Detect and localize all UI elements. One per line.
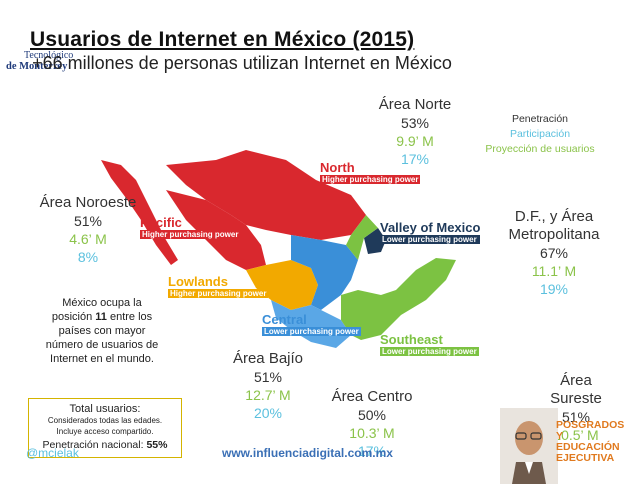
stat-area-bajio: Área Bajío 51% 12.7’ M 20% xyxy=(232,350,304,421)
map-region-north xyxy=(166,150,366,240)
ranking-note: México ocupa la posición 11 entre los pa… xyxy=(45,297,159,365)
totals-title: Total usuarios: xyxy=(69,403,141,415)
map-label-north: North Higher purchasing power xyxy=(320,160,421,184)
map-label-central: Central Lower purchasing power xyxy=(262,312,361,336)
stat-area-noroeste: Área Noroeste 51% 4.6’ M 8% xyxy=(39,194,137,265)
subtitle: +66 millones de personas utilizan Intern… xyxy=(32,53,452,73)
ranking-position: 11 xyxy=(95,311,107,323)
totals-penetration: Penetración nacional: 55% xyxy=(42,439,168,451)
presenter-photo xyxy=(500,408,558,484)
legend-penetration: Penetración xyxy=(511,113,569,125)
posgrados-badge: POSGRADOS Y EDUCACIÓN EJECUTIVA xyxy=(556,419,625,464)
map-label-valley: Valley of Mexico Lower purchasing power xyxy=(380,220,481,244)
legend-projection: Proyección de usuarios xyxy=(485,143,595,155)
map-region-central-south xyxy=(271,300,351,348)
stat-area-sureste: Área Sureste 51% 10.5’ M xyxy=(550,372,602,443)
map-region-valley xyxy=(364,228,386,254)
map-region-gulf xyxy=(346,215,378,260)
website-link[interactable]: www.influenciadigital.com.mx xyxy=(222,446,393,460)
map-region-lowlands xyxy=(246,260,318,310)
totals-detail1: Considerados todas las edades. xyxy=(47,416,163,425)
map-label-southeast: Southeast Lower purchasing power xyxy=(380,332,479,356)
stat-area-centro: Área Centro 50% 10.3’ M 17% xyxy=(331,388,413,459)
mexico-map xyxy=(101,150,456,348)
map-label-lowlands: Lowlands Higher purchasing power xyxy=(168,274,269,298)
map-region-southeast xyxy=(341,258,456,340)
map-label-pacific: Pacific Higher purchasing power xyxy=(140,215,241,239)
totals-box: Total usuarios: Considerados todas las e… xyxy=(28,398,182,458)
tec-logo: Tecnológico de Monterrey xyxy=(6,50,73,72)
totals-detail2: Incluye acceso compartido. xyxy=(56,427,154,436)
twitter-handle[interactable]: @mcielak xyxy=(26,446,79,460)
legend-participation: Participación xyxy=(509,128,571,140)
stat-area-norte: Área Norte 53% 9.9’ M 17% xyxy=(378,96,452,167)
logo-line1: Tecnológico xyxy=(24,50,74,61)
logo-line2: de Monterrey xyxy=(6,61,68,72)
stat-area-df: D.F., y Área Metropolitana 67% 11.1’ M 1… xyxy=(508,208,600,297)
legend: Penetración Participación Proyección de … xyxy=(470,112,610,157)
map-region-central xyxy=(291,235,358,310)
page-title: Usuarios de Internet en México (2015) xyxy=(30,28,415,51)
